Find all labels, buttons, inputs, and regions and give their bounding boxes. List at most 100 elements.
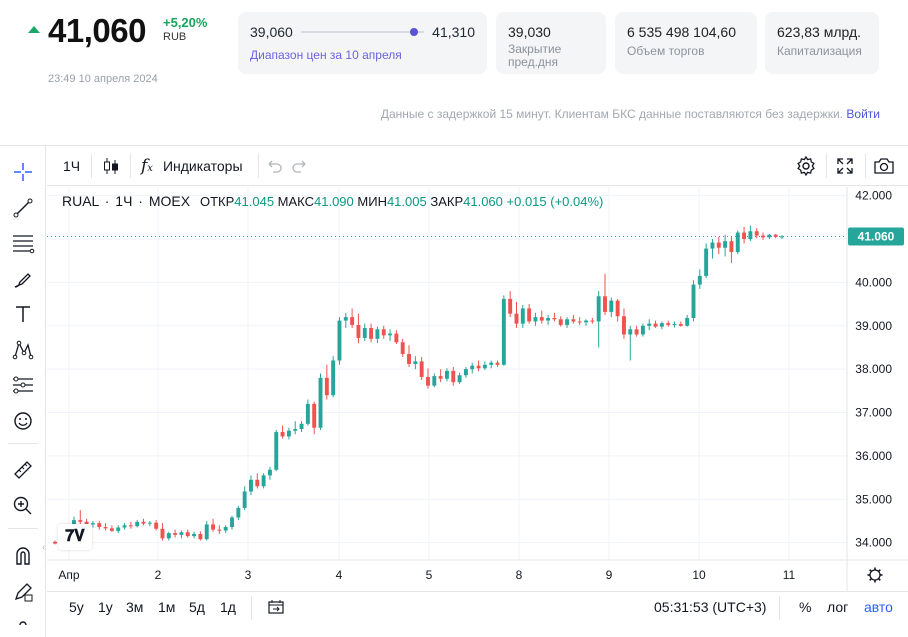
text-icon[interactable] [9, 300, 37, 328]
candle-body [754, 231, 759, 236]
legend-high-label: МАКС [277, 194, 314, 209]
candle-body [621, 316, 626, 335]
price-tick-label: 38.000 [855, 362, 892, 376]
candle-body [173, 533, 178, 535]
candle-body [204, 524, 209, 540]
volume-label: Объем торгов [627, 44, 705, 58]
candle-body [514, 313, 519, 324]
candle-body [293, 429, 298, 431]
log-toggle[interactable]: лог [827, 599, 849, 615]
time-tick-label: 4 [336, 568, 343, 582]
price-chart[interactable]: 42.00041.00040.00039.00038.00037.00036.0… [47, 187, 908, 591]
brush-icon[interactable] [9, 265, 37, 293]
candle-body [533, 317, 538, 322]
axis-settings-icon[interactable] [869, 569, 881, 581]
range-1m[interactable]: 1м [158, 599, 176, 615]
fullscreen-icon[interactable] [835, 146, 855, 186]
candles-icon[interactable] [102, 146, 120, 186]
candle-body [267, 469, 272, 476]
candle-body [659, 323, 664, 327]
clock-display[interactable]: 05:31:53 (UTC+3) [654, 599, 767, 615]
magnet-icon[interactable] [9, 542, 37, 570]
prev-close-label: Закрытие пред.дня [508, 42, 562, 69]
settings-gear-icon[interactable] [795, 146, 817, 186]
price-tick-label: 36.000 [855, 449, 892, 463]
candle-body [640, 325, 645, 335]
candle-body [343, 317, 348, 321]
range-5d[interactable]: 5д [189, 599, 205, 615]
legend-close: 41.060 [463, 194, 503, 209]
date-range-icon[interactable] [267, 592, 285, 622]
zoom-in-icon[interactable] [9, 492, 37, 520]
toolbar-divider [258, 154, 259, 178]
candle-body [565, 319, 570, 325]
trendline-icon[interactable] [9, 194, 37, 222]
toolbar-divider [91, 154, 92, 178]
candle-body [470, 365, 475, 370]
range-5y[interactable]: 5y [69, 599, 84, 615]
toolbar-divider [826, 154, 827, 178]
drawing-toolbar [0, 146, 46, 637]
more-tools-icon[interactable] [9, 612, 37, 632]
chart-bottom-bar: 5y 1y 3м 1м 5д 1д 05:31:53 (UTC+3) % лог… [47, 591, 908, 623]
candle-body [432, 376, 437, 386]
candle-body [413, 361, 418, 364]
candle-body [90, 523, 95, 525]
range-3m[interactable]: 3м [126, 599, 144, 615]
candle-body [198, 533, 203, 540]
candle-body [255, 479, 260, 487]
range-high: 41,310 [432, 24, 475, 40]
camera-icon[interactable] [872, 146, 896, 186]
pattern-icon[interactable] [9, 336, 37, 364]
last-price: 41,060 [48, 12, 146, 49]
candle-body [362, 327, 367, 338]
candle-body [160, 528, 165, 539]
candle-body [609, 300, 614, 312]
candle-body [305, 403, 310, 424]
candle-body [223, 527, 228, 531]
percent-toggle[interactable]: % [799, 599, 812, 615]
candle-body [141, 521, 146, 524]
candle-body [527, 308, 532, 322]
fib-icon[interactable] [9, 229, 37, 257]
range-1d[interactable]: 1д [220, 599, 236, 615]
login-link[interactable]: Войти [846, 107, 880, 121]
price-tick-label: 37.000 [855, 406, 892, 420]
price-tick-label: 35.000 [855, 492, 892, 506]
interval-selector[interactable]: 1Ч [63, 158, 81, 174]
panel-collapse-handle[interactable]: ‹ [42, 542, 46, 553]
emoji-icon[interactable] [9, 407, 37, 435]
candle-body [109, 528, 114, 531]
range-1y[interactable]: 1y [98, 599, 113, 615]
crosshair-icon[interactable] [9, 158, 37, 186]
redo-icon[interactable] [291, 146, 309, 186]
undo-icon[interactable] [265, 146, 283, 186]
candle-body [691, 284, 696, 318]
candle-body [672, 324, 677, 326]
candle-body [584, 320, 588, 323]
candle-body [261, 475, 266, 487]
legend-open: 41.045 [234, 194, 275, 209]
time-tick-label: 3 [245, 568, 252, 582]
prev-close-value: 39,030 [508, 24, 551, 40]
indicators-button[interactable]: fx Индикаторы [141, 146, 243, 186]
candle-body [116, 527, 121, 531]
lock-draw-icon[interactable] [9, 578, 37, 606]
candle-body [697, 275, 702, 285]
candle-body [318, 377, 323, 428]
range-label: Диапазон цен за 10 апреля [250, 48, 402, 62]
time-tick-label: 10 [692, 568, 706, 582]
toolbar-divider [865, 154, 866, 178]
quote-timestamp: 23:49 10 апреля 2024 [48, 73, 158, 85]
candle-body [628, 329, 633, 335]
candle-body [729, 241, 734, 253]
tradingview-logo[interactable]: 𝟕𝐕 [58, 524, 92, 550]
forecast-icon[interactable] [9, 371, 37, 399]
time-tick-label: 11 [783, 568, 796, 582]
ruler-icon[interactable] [9, 456, 37, 484]
candle-body [742, 232, 747, 240]
candle-body [230, 517, 234, 528]
candle-body [331, 360, 336, 396]
chart-legend: RUAL · 1Ч · MOEX ОТКР41.045 МАКС41.090 М… [62, 193, 604, 209]
auto-toggle[interactable]: авто [864, 599, 893, 615]
